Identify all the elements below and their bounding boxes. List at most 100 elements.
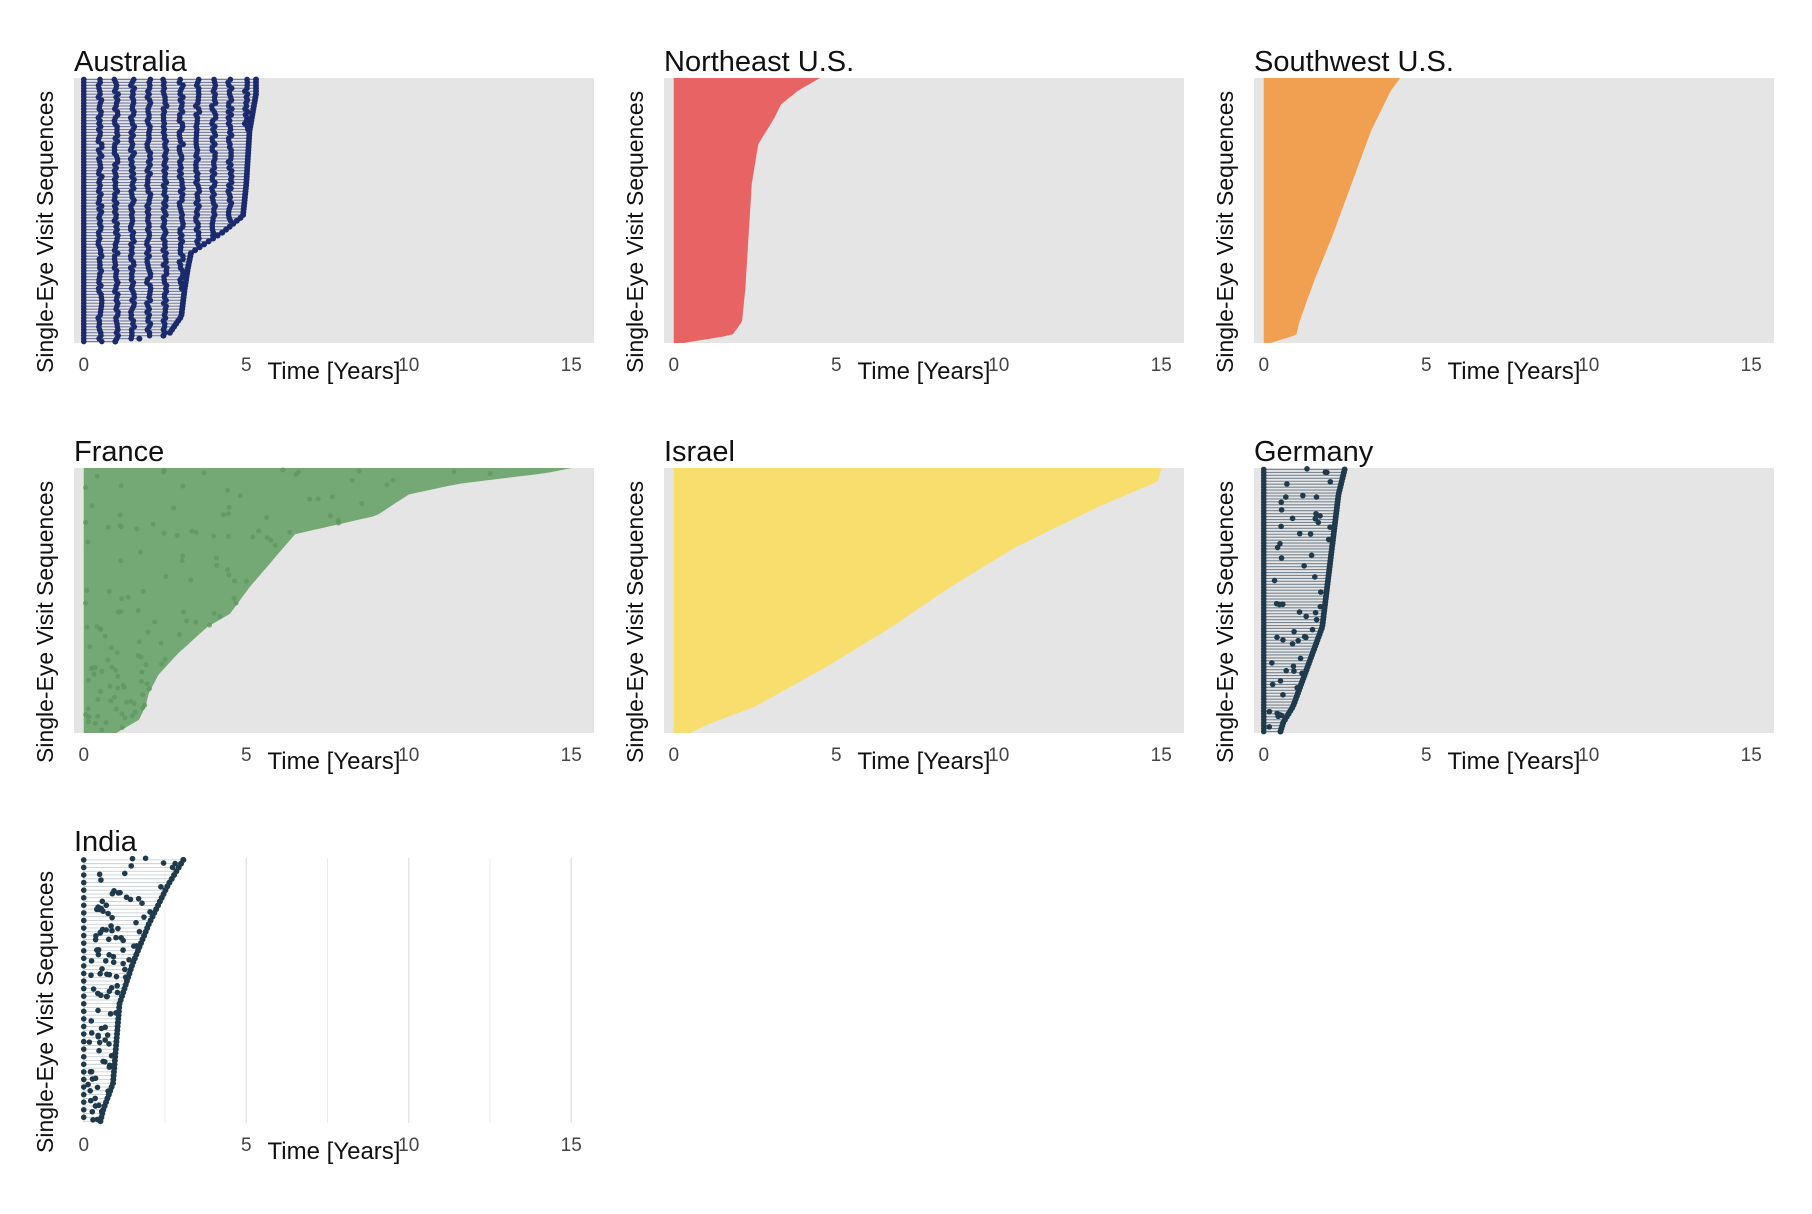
visit-point [83,485,89,491]
visit-point [307,496,313,502]
chart-panel: India Single-Eye Visit Sequences Time [Yea… [32,800,600,1190]
visit-point [225,511,231,517]
visit-point [117,523,123,529]
visit-point [110,959,117,966]
visit-point [84,624,90,630]
visit-point [180,483,186,489]
visit-point [110,953,117,960]
visit-point [80,902,87,909]
visit-point [1324,469,1330,476]
visit-point [119,725,125,731]
visit-point [92,665,98,671]
x-tick-label: 15 [1741,355,1762,376]
visit-point [171,505,177,511]
x-tick-label: 10 [1578,355,1599,376]
x-axis-label: Time [Years] [267,748,401,775]
visit-point [140,692,146,698]
visit-point [268,537,274,543]
visit-point [1317,589,1324,595]
visit-point [113,973,120,980]
visit-point [80,894,87,901]
chart-title: Southwest U.S. [1254,46,1454,78]
x-tick-label: 0 [668,745,679,766]
plot-background [1254,468,1774,733]
visit-point [219,229,226,236]
visit-point [136,639,142,645]
visit-point [227,218,234,224]
chart-panel: Germany Single-Eye Visit Sequences Time [Y… [1212,410,1780,800]
visit-point [136,928,143,935]
visit-point [166,329,173,336]
visit-point [109,914,115,921]
visit-point [122,715,128,721]
visit-point [80,1061,87,1068]
visit-point [108,923,114,929]
visit-point [287,529,293,535]
chart-plot: 0 5 10 15 [664,78,1184,376]
visit-point [102,1059,108,1065]
visit-point [193,619,199,625]
visit-point [256,528,262,534]
visit-point [233,600,239,606]
x-tick-label: 5 [241,1135,252,1156]
chart-plot: 0 5 10 15 [74,855,594,1156]
visit-point [107,1011,114,1017]
visit-point [1317,603,1324,610]
visit-point [95,951,102,958]
visit-point [225,533,231,539]
visit-point [118,609,124,615]
visit-point [120,947,126,953]
visit-point [106,1041,112,1047]
visit-point [113,1010,119,1016]
chart-plot: 0 5 10 15 [1254,78,1774,376]
visit-point [1301,633,1308,640]
visit-point [221,512,227,518]
visit-point [80,1076,87,1083]
visit-point [1297,655,1304,662]
visit-point [1291,668,1297,674]
chart-plot: 0 5 10 15 [74,467,594,766]
visit-point [1307,531,1314,537]
visit-point [181,609,187,615]
visit-point [225,487,231,493]
visit-point [90,986,97,992]
visit-point [80,1091,87,1098]
visit-point [96,1047,102,1054]
visit-point [1312,609,1319,616]
visit-point [80,1016,87,1022]
visit-point [98,877,104,883]
visit-point [115,673,121,679]
visit-point [250,534,256,540]
visit-point [118,483,124,489]
visit-point [88,1030,95,1036]
chart-title: Northeast U.S. [664,46,855,78]
visit-point [80,925,87,931]
visit-point [118,558,124,564]
visit-point [92,936,99,943]
visit-point [97,970,103,977]
visit-point [80,993,87,999]
visit-point [217,614,223,620]
visit-point [1327,524,1333,530]
visit-point [102,1037,108,1043]
visit-point [119,711,125,717]
visit-point [98,338,105,345]
visit-point [85,706,91,712]
visit-point [80,1038,87,1045]
visit-point [91,671,97,677]
x-tick-label: 15 [1151,745,1172,766]
visit-point [87,1097,94,1104]
visit-point [80,955,87,962]
visit-point [162,656,168,662]
visit-point [115,925,121,932]
visit-point [134,526,140,532]
x-tick-label: 10 [398,1135,419,1156]
x-tick-label: 10 [988,745,1009,766]
chart-plot: 0 5 10 15 [1254,466,1774,766]
visit-point [1280,691,1286,698]
visit-point [1289,515,1296,522]
visit-point [224,567,230,573]
chart-panel: Northeast U.S. Single-Eye Visit Sequences… [622,20,1190,410]
visit-point [80,1023,87,1030]
visit-point [88,1068,95,1075]
